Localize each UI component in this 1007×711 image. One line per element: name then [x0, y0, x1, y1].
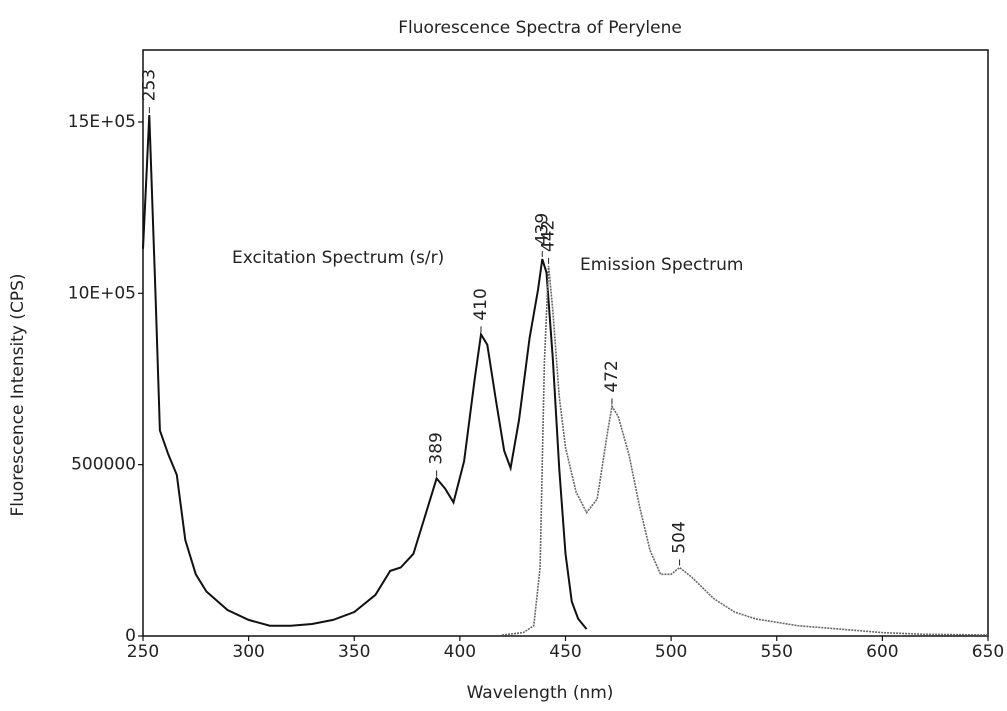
x-tick-label: 350: [338, 642, 370, 662]
peak-label: 504: [670, 521, 690, 553]
peak-label: 410: [471, 288, 491, 320]
x-tick-label: 550: [761, 642, 793, 662]
y-tick-label: 0: [125, 626, 136, 646]
peak-label: 253: [139, 69, 159, 101]
y-tick-label: 15E+05: [68, 112, 136, 132]
x-tick-label: 400: [444, 642, 476, 662]
series-label: Excitation Spectrum (s/r): [232, 248, 444, 268]
series-label: Emission Spectrum: [580, 255, 743, 275]
series-line: [142, 115, 588, 630]
x-axis-label: Wavelength (nm): [467, 683, 614, 703]
series-line: [502, 265, 989, 636]
y-tick-label: 10E+05: [68, 283, 136, 303]
x-tick-label: 450: [549, 642, 581, 662]
peak-label: 389: [427, 432, 447, 464]
x-tick-label: 300: [232, 642, 264, 662]
peak-label: 439: [532, 213, 552, 245]
x-tick-label: 250: [127, 642, 159, 662]
x-tick-label: 650: [972, 642, 1004, 662]
peak-label: 442: [539, 220, 559, 252]
y-axis-label: Fluorescence Intensity (CPS): [8, 274, 28, 517]
y-tick-label: 500000: [71, 455, 136, 475]
x-tick-label: 500: [655, 642, 687, 662]
x-tick-label: 600: [866, 642, 898, 662]
chart-title: Fluorescence Spectra of Perylene: [398, 18, 682, 38]
peak-label: 472: [602, 360, 622, 392]
